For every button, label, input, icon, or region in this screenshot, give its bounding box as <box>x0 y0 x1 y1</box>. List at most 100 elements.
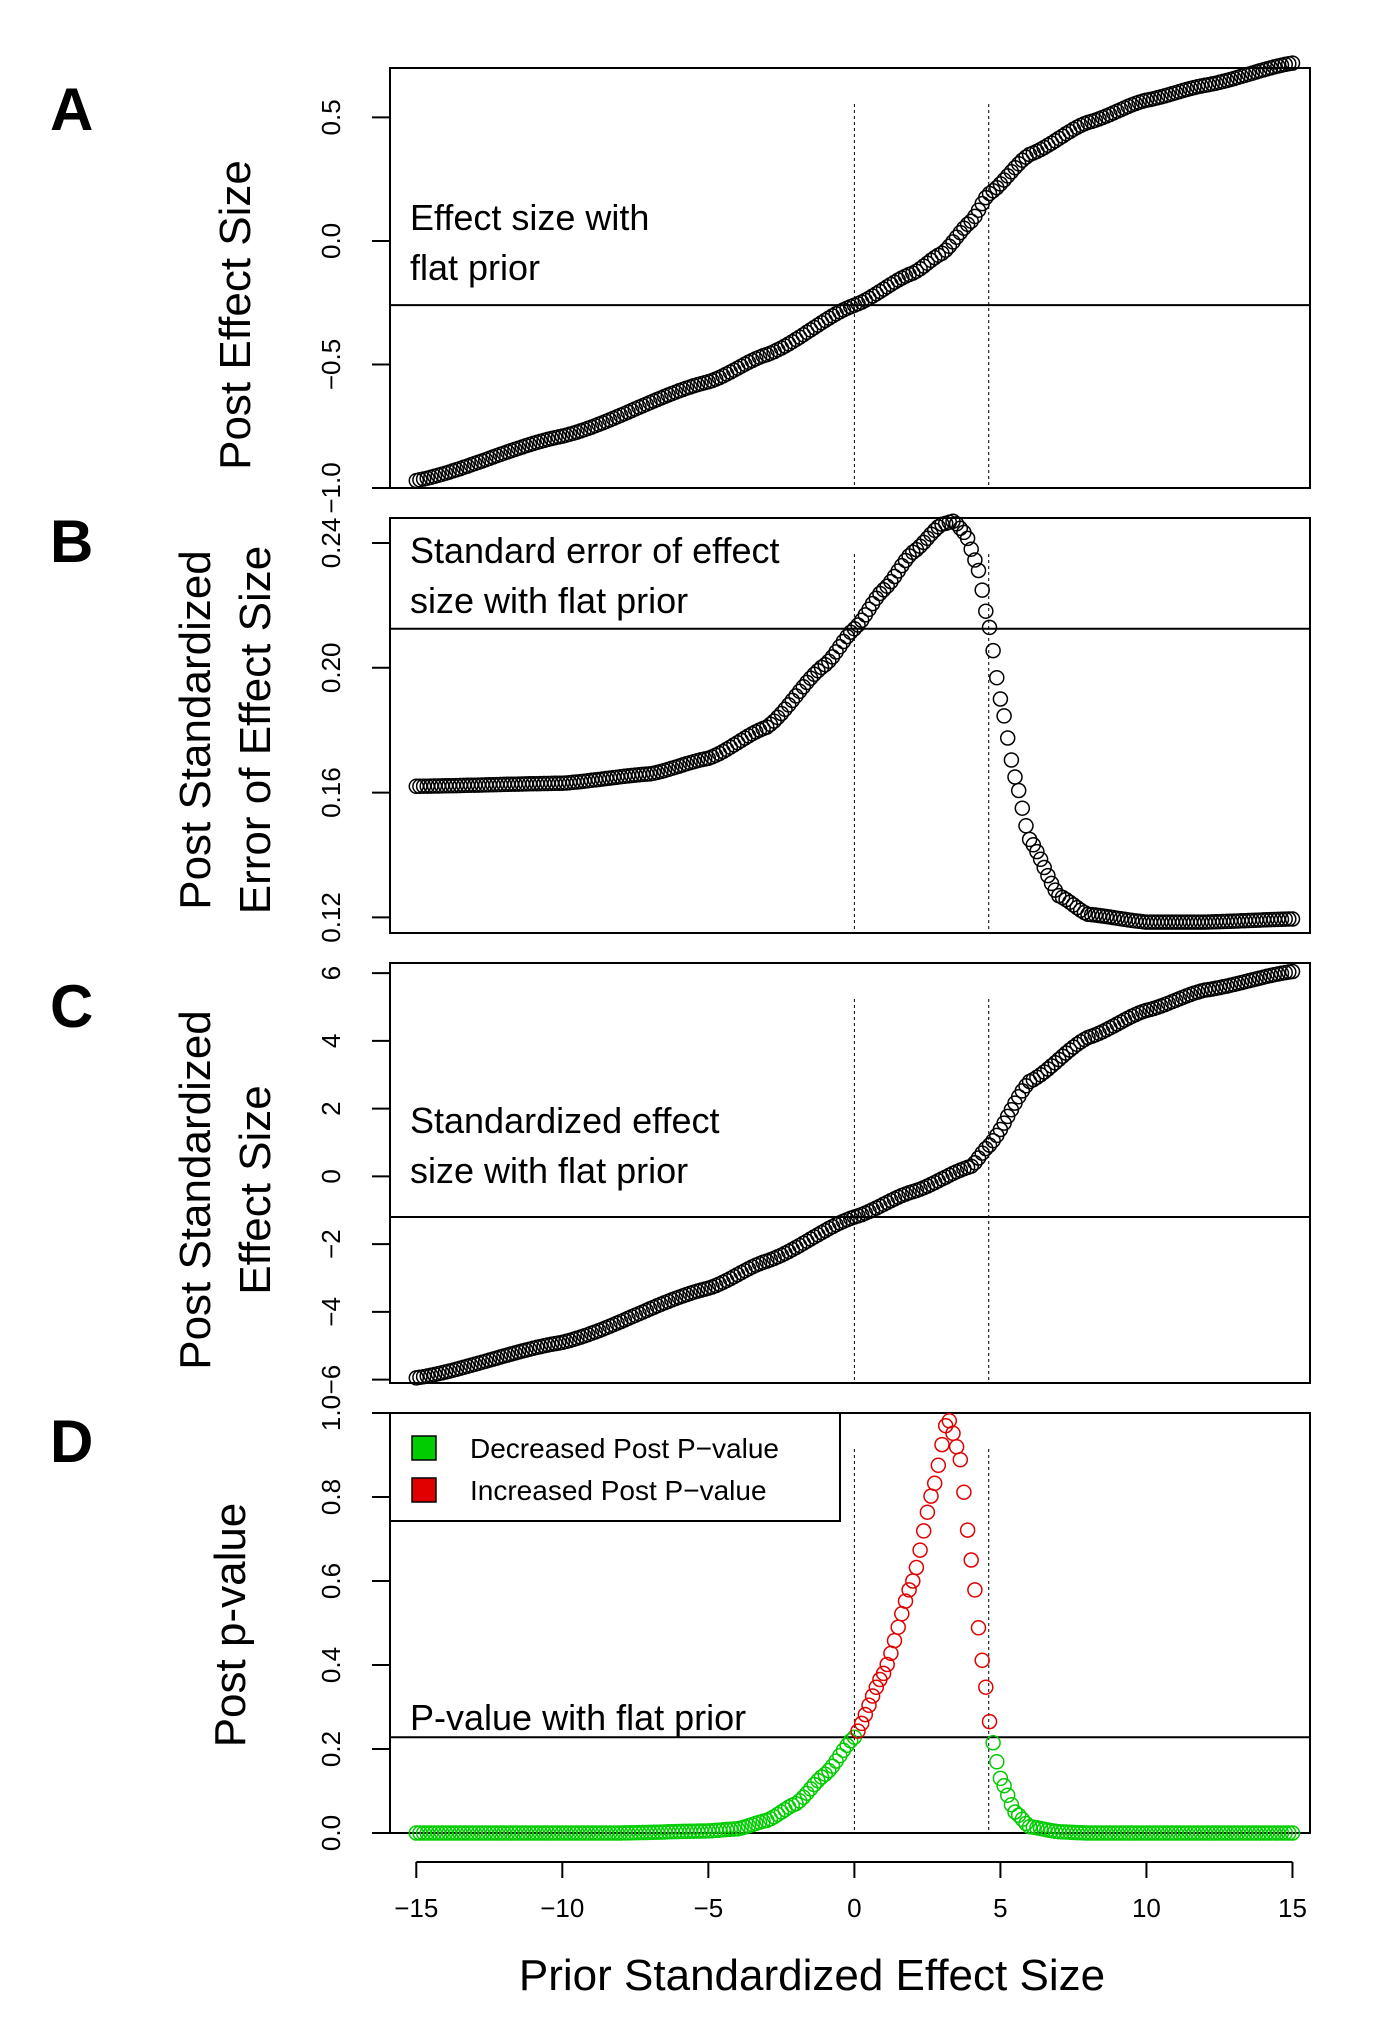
data-point <box>926 249 943 266</box>
panel-c: C Post Standardized Effect Size −6 −4 −2 0 2 4 6 S… <box>50 962 1311 1394</box>
panel-letter-a: A <box>50 76 93 143</box>
data-point <box>1277 911 1293 927</box>
data-point <box>842 1733 859 1749</box>
legend-box <box>389 1412 841 1522</box>
data-point <box>974 1145 990 1161</box>
data-point <box>926 1475 943 1492</box>
data-point <box>974 1652 990 1669</box>
data-point <box>1018 1815 1034 1832</box>
data-point <box>974 582 990 598</box>
data-point <box>992 691 1009 707</box>
data-point <box>894 557 910 574</box>
data-point <box>1010 1807 1027 1823</box>
x-tick-label: 15 <box>1278 1893 1307 1923</box>
panels-group: A Post Effect Size −1.0 −0.5 0.0 0.5 Effect si… <box>50 55 1311 1851</box>
data-point <box>912 1542 928 1558</box>
y-tick-label: 2 <box>316 1101 346 1115</box>
data-point <box>875 582 892 598</box>
data-point <box>1014 800 1031 816</box>
data-point <box>795 679 812 695</box>
y-axis-label: Effect Size <box>231 1085 280 1295</box>
panel-b: B Post Standardized Error of Effect Size 0.… <box>50 508 1311 943</box>
data-point <box>959 530 976 547</box>
data-point <box>989 1754 1005 1770</box>
x-tick-label: 0 <box>847 1893 861 1923</box>
data-point <box>839 1737 855 1754</box>
data-point <box>832 638 848 655</box>
legend: Decreased Post P−value Increased Post P−v… <box>389 1412 841 1522</box>
data-point <box>967 1582 983 1598</box>
data-point <box>996 1777 1012 1794</box>
data-point <box>861 1697 877 1714</box>
y-tick-label: −2 <box>316 1229 346 1259</box>
shared-x-axis: −15 −10 −5 0 5 10 15 <box>394 1861 1307 1923</box>
panel-d: D Post p-value 0.0 0.2 0.4 0.6 0.8 1.0 P-value w… <box>50 1395 1311 1851</box>
data-point <box>886 1632 903 1649</box>
y-tick-label: 0.24 <box>316 518 346 569</box>
data-point <box>989 669 1005 686</box>
y-tick-label: 0.0 <box>316 223 346 259</box>
data-point <box>875 1665 892 1682</box>
data-point <box>897 1593 914 1609</box>
data-point <box>1281 1825 1297 1841</box>
data-point <box>981 1713 998 1730</box>
plot-frame <box>389 1412 1311 1834</box>
data-point <box>985 1132 1001 1149</box>
data-point <box>853 1715 870 1732</box>
legend-swatch-decreased <box>411 1435 437 1461</box>
data-point <box>1003 752 1020 768</box>
legend-label: Increased Post P−value <box>470 1475 767 1506</box>
data-point <box>952 224 969 241</box>
data-point <box>999 1787 1016 1803</box>
y-axis-label: Post Effect Size <box>211 160 260 470</box>
y-axis-label: Post p-value <box>206 1503 255 1748</box>
data-point <box>824 1758 841 1774</box>
data-point <box>879 1656 895 1673</box>
panel-letter-b: B <box>50 508 93 575</box>
y-tick-label: 6 <box>316 966 346 980</box>
data-point <box>1281 911 1297 927</box>
y-tick-label: 0 <box>316 1169 346 1183</box>
data-point <box>948 229 965 245</box>
data-point <box>788 688 804 704</box>
data-point <box>799 1785 815 1801</box>
x-axis-label: Prior Standardized Effect Size <box>519 1951 1105 2000</box>
data-point <box>1076 1031 1093 1048</box>
legend-swatch-increased <box>411 1477 437 1503</box>
annotation-text: Standard error of effect <box>410 530 780 571</box>
y-tick-label: 1.0 <box>316 1395 346 1431</box>
y-tick-label: 0.6 <box>316 1563 346 1599</box>
panel-letter-c: C <box>50 973 93 1040</box>
data-point <box>999 168 1016 184</box>
plot-frame <box>389 67 1311 489</box>
data-point <box>839 628 855 645</box>
data-point <box>923 1488 939 1504</box>
data-point <box>999 730 1016 746</box>
panel-a: A Post Effect Size −1.0 −0.5 0.0 0.5 Effect si… <box>50 55 1311 514</box>
x-tick-label: −5 <box>694 1893 724 1923</box>
data-point <box>963 1552 979 1568</box>
data-point <box>970 562 987 579</box>
data-point <box>1273 1825 1290 1841</box>
data-point <box>1284 1825 1301 1841</box>
data-point <box>905 1573 921 1589</box>
data-point <box>996 172 1012 188</box>
data-point <box>985 642 1001 659</box>
data-point <box>1284 911 1301 927</box>
data-point <box>981 619 998 636</box>
y-tick-label: 0.8 <box>316 1479 346 1515</box>
panel-letter-d: D <box>50 1408 93 1475</box>
data-point <box>824 649 841 665</box>
data-point <box>791 683 808 700</box>
data-point <box>1040 867 1056 884</box>
data-point <box>978 603 994 619</box>
y-axis-label: Post Standardized <box>171 1010 220 1370</box>
data-point <box>850 1723 866 1739</box>
data-point <box>828 644 844 660</box>
data-point <box>1277 1825 1293 1841</box>
data-point <box>1018 818 1034 834</box>
data-point <box>930 519 947 535</box>
x-tick-label: −15 <box>394 1893 438 1923</box>
data-point <box>850 617 866 633</box>
